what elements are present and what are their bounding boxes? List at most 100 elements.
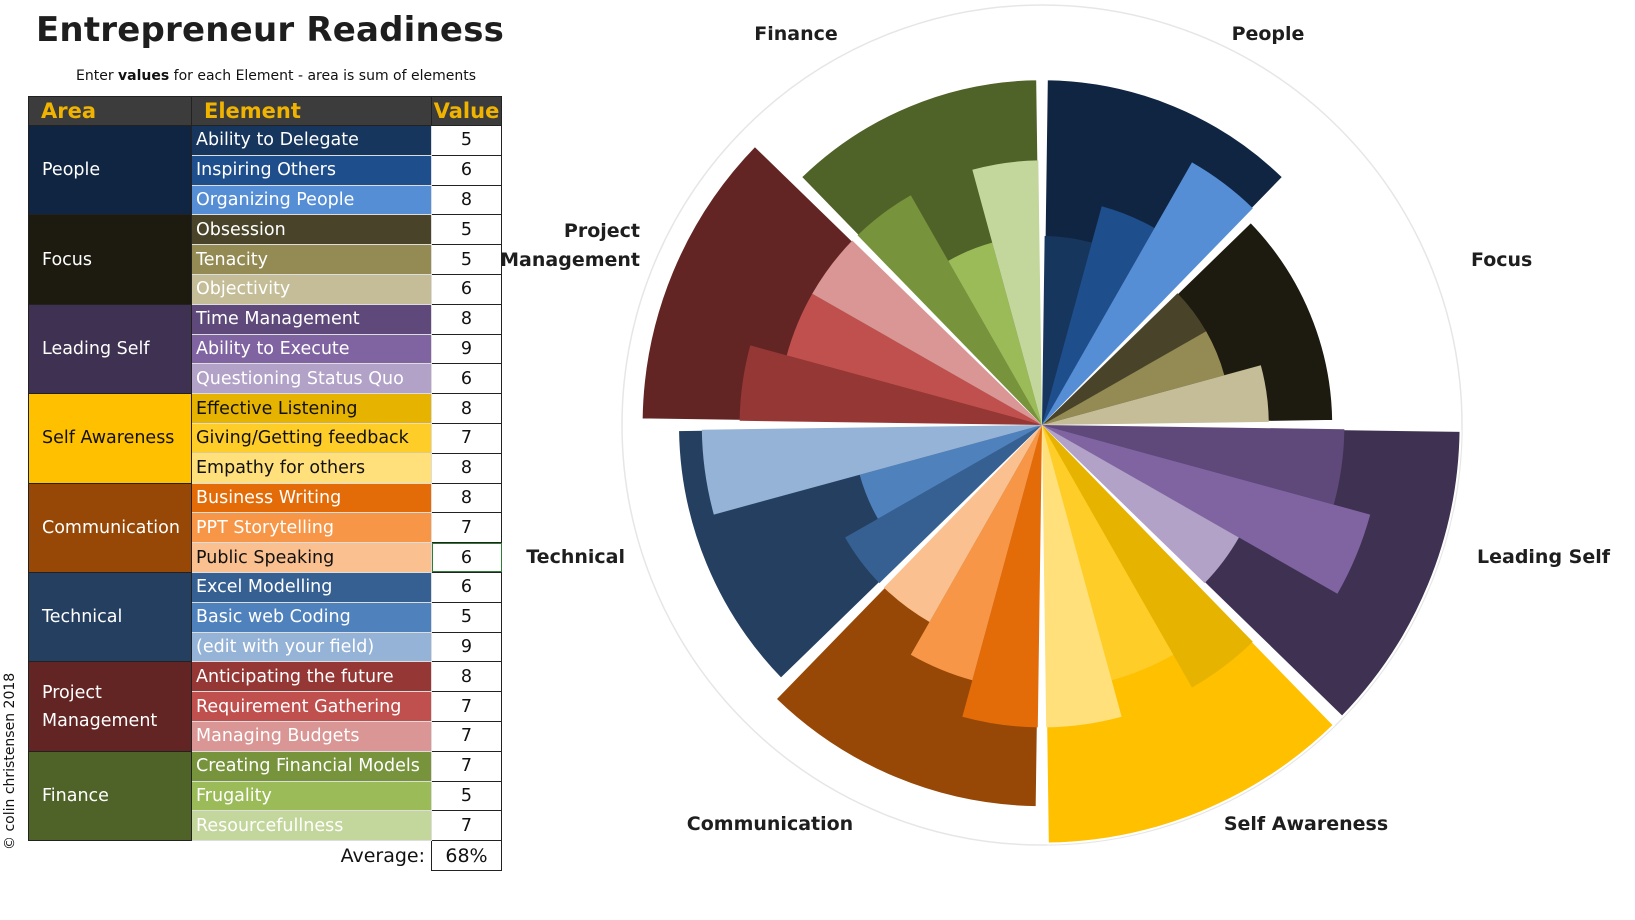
element-wedge-empathy-for-others [1042,425,1122,728]
area-cell-people: People [28,124,192,216]
average-label: Average: [340,844,425,867]
element-wedge-creating-financial-models [857,195,1042,425]
value-input-ability-to-delegate[interactable]: 5 [431,125,502,156]
value-input-effective-listening[interactable]: 8 [431,393,502,424]
table-row: Public Speaking 6 [29,542,502,573]
table-row: Communication Business Writing 8 [28,482,502,573]
header-element: Element [191,96,432,126]
value-input-creating-financial-models[interactable]: 7 [431,750,502,782]
value-input-tenacity[interactable]: 5 [431,244,502,275]
element-cell-public-speaking: Public Speaking [191,542,432,573]
element-wedge-giving-getting-feedback [1042,425,1174,681]
value-input-organizing-people[interactable]: 8 [431,184,502,216]
value-input-questioning-status-quo[interactable]: 6 [431,363,502,395]
element-wedge-inspiring-others [1042,206,1155,425]
element-cell-managing-budgets: Managing Budgets [191,720,432,752]
element-wedge-organizing-people [1042,162,1253,425]
value-input-objectivity[interactable]: 6 [431,273,502,305]
value-input-ppt-storytelling[interactable]: 7 [431,512,502,544]
area-cell-leading-self: Leading Self [28,303,192,395]
table-row: Inspiring Others 6 [29,154,502,186]
element-wedge-basic-web-coding [859,425,1042,519]
element-cell-obsession: Obsession [191,214,432,246]
element-wedge-ppt-storytelling [910,425,1042,681]
table-row: Leading Self Time Management 8 [28,303,502,395]
table-body: People Ability to Delegate 5 Inspiring Othe… [28,124,502,842]
value-input-obsession[interactable]: 5 [431,214,502,246]
value-input-resourcefullness[interactable]: 7 [431,810,502,842]
area-label-people: People [1232,23,1305,45]
average-value: 68% [431,840,502,871]
element-wedge-obsession [1042,293,1207,425]
area-cell-finance: Finance [28,750,192,842]
value-input-basic-web-coding[interactable]: 5 [431,601,502,633]
element-wedge-edit-with-your-field [701,425,1042,515]
table-header-row: Area Element Value [28,96,502,126]
element-cell-time-management: Time Management [191,303,432,335]
value-input-anticipating-the-future[interactable]: 8 [431,661,502,693]
value-input-managing-budgets[interactable]: 7 [431,720,502,752]
header-value: Value [431,96,502,126]
area-label-focus: Focus [1471,249,1532,271]
instructions-text: Enter values for each Element - area is … [76,68,476,84]
value-input-business-writing[interactable]: 8 [431,482,502,514]
table-row: Giving/Getting feedback 7 [29,422,502,454]
element-cell-frugality: Frugality [191,780,432,812]
table-row: Finance Creating Financial Models 7 [28,750,502,842]
element-cell-basic-web-coding: Basic web Coding [191,601,432,633]
area-cell-self-awareness: Self Awareness [28,393,192,484]
area-cell-focus: Focus [28,214,192,305]
table-row: Project Management Anticipating the futur… [28,661,502,752]
element-wedge-anticipating-the-future [739,345,1042,425]
table-row: Focus Obsession 5 [28,214,502,305]
instructions-bold: values [118,68,170,84]
value-input-requirement-gathering[interactable]: 7 [431,691,502,722]
value-input-excel-modelling[interactable]: 6 [431,571,502,603]
value-input-inspiring-others[interactable]: 6 [431,154,502,186]
element-cell-ability-to-execute: Ability to Execute [191,333,432,365]
area-cell-technical: Technical [28,571,192,663]
element-cell-inspiring-others: Inspiring Others [191,154,432,186]
table-row: Requirement Gathering 7 [29,691,502,722]
readiness-polar-chart: People Focus Leading Self Self Awareness Com… [500,4,1611,846]
element-cell-edit-with-your-field: (edit with your field) [191,631,432,663]
element-wedge-managing-budgets [812,240,1042,425]
element-wedge-time-management [1042,425,1345,505]
table-row: Organizing People 8 [29,184,502,216]
value-input-empathy-for-others[interactable]: 8 [431,452,502,484]
table-row: Questioning Status Quo 6 [29,363,502,395]
element-wedge-public-speaking [883,425,1042,622]
table-row: PPT Storytelling 7 [29,512,502,544]
element-wedge-resourcefullness [972,160,1042,425]
element-cell-business-writing: Business Writing [191,482,432,514]
element-wedge-objectivity [1042,365,1269,425]
area-label-communication: Communication [687,813,853,835]
table-row: (edit with your field) 9 [29,631,502,663]
area-label-self-awareness: Self Awareness [1224,813,1388,835]
table-row: Technical Excel Modelling 6 [28,571,502,663]
value-input-time-management[interactable]: 8 [431,303,502,335]
copyright-text: © colin christensen 2018 [2,672,18,850]
value-input-public-speaking[interactable]: 6 [431,542,502,573]
area-cell-communication: Communication [28,482,192,573]
instructions-suffix: for each Element - area is sum of elemen… [169,68,477,84]
element-cell-ppt-storytelling: PPT Storytelling [191,512,432,544]
average-row: Average: 68% [29,840,502,871]
area-label-leading-self: Leading Self [1477,546,1611,568]
area-label-project-management: Project Management [500,220,640,271]
table-row: Objectivity 6 [29,273,502,305]
value-input-giving-getting-feedback[interactable]: 7 [431,422,502,454]
element-cell-questioning-status-quo: Questioning Status Quo [191,363,432,395]
value-input-edit-with-your-field[interactable]: 9 [431,631,502,663]
element-wedge-excel-modelling [845,425,1042,584]
area-label-finance: Finance [754,23,838,45]
element-wedge-business-writing [962,425,1042,728]
element-cell-requirement-gathering: Requirement Gathering [191,691,432,722]
value-input-ability-to-execute[interactable]: 9 [431,333,502,365]
table-row: Empathy for others 8 [29,452,502,484]
element-wedge-ability-to-execute [1042,425,1371,594]
element-cell-giving-getting-feedback: Giving/Getting feedback [191,422,432,454]
value-input-frugality[interactable]: 5 [431,780,502,812]
element-wedge-tenacity [1042,331,1225,425]
element-cell-ability-to-delegate: Ability to Delegate [191,125,432,156]
